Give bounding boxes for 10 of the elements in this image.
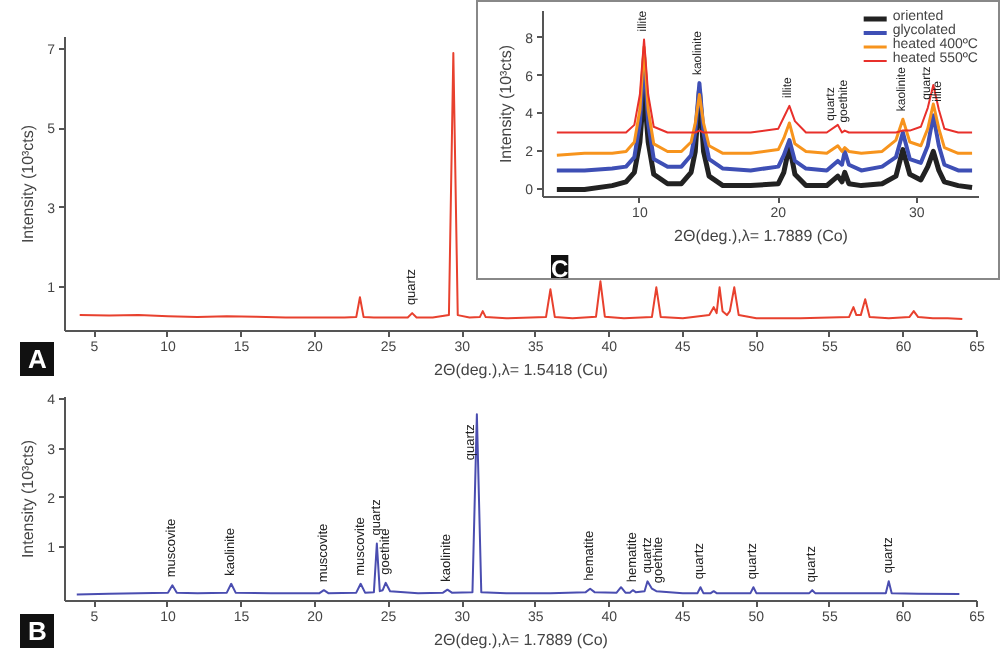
text: A xyxy=(28,344,47,374)
x-axis-title: 2Θ(deg.),λ= 1.5418 (Cu) xyxy=(434,361,609,379)
y-axis-title: Intensity (10³cts) xyxy=(19,124,38,244)
x-axis-title: 2Θ(deg.),λ= 1.7889 (Co) xyxy=(434,631,609,649)
y-axis-title: Intensity (10³cts) xyxy=(497,44,516,164)
line-series xyxy=(75,413,961,596)
text: C xyxy=(551,255,569,283)
y-axis-title: Intensity (10³cts) xyxy=(19,439,38,559)
text: B xyxy=(28,616,47,646)
x-axis-title: 2Θ(deg.),λ= 1.7889 (Co) xyxy=(674,227,849,245)
